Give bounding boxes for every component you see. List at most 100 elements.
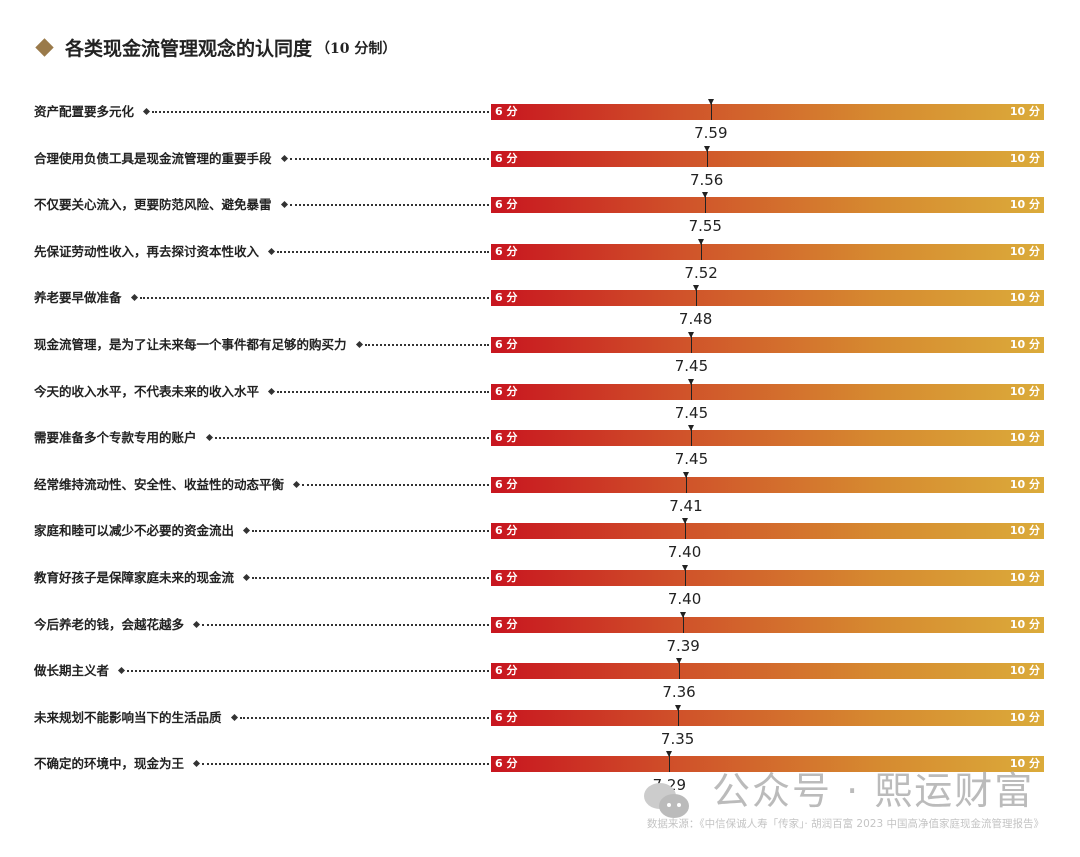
min-label: 6 分 bbox=[495, 571, 518, 584]
min-label: 6 分 bbox=[495, 710, 518, 724]
value-marker bbox=[666, 751, 673, 773]
bar-row: 经常维持流动性、安全性、收益性的动态平衡 6 分 10 分 7.41 bbox=[0, 471, 1080, 517]
leader-diamond-icon bbox=[292, 480, 301, 488]
value-marker bbox=[676, 658, 683, 680]
leader-diamond-icon bbox=[242, 527, 251, 535]
max-label: 10 分 bbox=[1009, 384, 1040, 398]
category-label: 未来规划不能影响当下的生活品质 bbox=[34, 709, 228, 726]
bar-row: 合理使用负债工具是现金流管理的重要手段 6 分 10 分 7.56 bbox=[0, 145, 1080, 191]
scale-bar: 6 分 10 分 bbox=[491, 476, 1044, 493]
scale-bar: 6 分 10 分 bbox=[491, 523, 1044, 540]
category-label: 做长期主义者 bbox=[34, 663, 116, 680]
leader-dots bbox=[239, 716, 489, 719]
value-label: 7.48 bbox=[678, 310, 713, 329]
value-label: 7.39 bbox=[666, 636, 700, 655]
bar-row: 现金流管理，是为了让未来每一个事件都有足够的购买力 6 分 10 分 7.45 bbox=[0, 332, 1080, 377]
max-label: 10 分 bbox=[1009, 524, 1040, 538]
bar-row: 家庭和睦可以减少不必要的资金流出 6 分 10 分 7.40 bbox=[0, 518, 1080, 563]
value-label: 7.45 bbox=[674, 357, 709, 375]
leader-diamond-icon bbox=[280, 154, 288, 162]
max-label: 10 分 bbox=[1009, 431, 1040, 445]
max-label: 10 分 bbox=[1009, 338, 1040, 351]
min-label: 6 分 bbox=[495, 384, 518, 398]
category-label: 先保证劳动性收入，再去探讨资本性收入 bbox=[34, 243, 266, 260]
category-label: 合理使用负债工具是现金流管理的重要手段 bbox=[34, 150, 278, 167]
scale-bar: 6 分 10 分 bbox=[491, 570, 1044, 586]
leader-dots bbox=[302, 483, 489, 486]
max-label: 10 分 bbox=[1009, 477, 1040, 491]
bar-row: 不确定的环境中，现金为王 6 分 10 分 7.29 bbox=[0, 751, 1080, 796]
leader-dots bbox=[152, 111, 489, 113]
min-label: 6 分 bbox=[495, 664, 518, 678]
value-label: 7.45 bbox=[674, 403, 709, 422]
max-label: 10 分 bbox=[1009, 571, 1040, 584]
value-marker bbox=[698, 238, 705, 260]
value-label: 7.40 bbox=[667, 590, 702, 608]
scale-bar: 6 分 10 分 bbox=[491, 150, 1044, 167]
min-label: 6 分 bbox=[495, 291, 518, 305]
category-label: 养老要早做准备 bbox=[34, 290, 128, 307]
min-label: 6 分 bbox=[495, 477, 518, 491]
value-label: 7.59 bbox=[694, 124, 728, 142]
leader-diamond-icon bbox=[355, 340, 363, 349]
leader-diamond-icon bbox=[142, 107, 151, 116]
scale-bar: 6 分 10 分 bbox=[491, 337, 1044, 353]
value-label: 7.45 bbox=[674, 450, 709, 469]
value-label: 7.36 bbox=[662, 683, 696, 702]
category-label: 需要准备多个专款专用的账户 bbox=[34, 430, 203, 447]
category-label: 今天的收入水平，不代表未来的收入水平 bbox=[34, 383, 266, 400]
bar-row: 资产配置要多元化 6 分 10 分 7.59 bbox=[0, 99, 1080, 144]
bar-row: 养老要早做准备 6 分 10 分 7.48 bbox=[0, 285, 1080, 330]
max-label: 10 分 bbox=[1009, 105, 1040, 118]
min-label: 6 分 bbox=[495, 151, 518, 165]
min-label: 6 分 bbox=[495, 105, 518, 118]
value-marker bbox=[681, 565, 688, 586]
scale-bar: 6 分 10 分 bbox=[491, 430, 1044, 447]
max-label: 10 分 bbox=[1009, 757, 1040, 771]
max-label: 10 分 bbox=[1009, 291, 1040, 305]
bar-row: 未来规划不能影响当下的生活品质 6 分 10 分 7.35 bbox=[0, 704, 1080, 750]
value-marker bbox=[688, 378, 695, 400]
value-marker bbox=[688, 425, 695, 447]
chart-title: 各类现金流管理观念的认同度 （10 分制） bbox=[34, 34, 396, 61]
wechat-icon bbox=[644, 783, 689, 818]
bar-row: 先保证劳动性收入，再去探讨资本性收入 6 分 10 分 7.52 bbox=[0, 238, 1080, 284]
leader-diamond-icon bbox=[117, 667, 126, 675]
scale-bar: 6 分 10 分 bbox=[491, 290, 1044, 307]
leader-diamond-icon bbox=[230, 713, 238, 721]
scale-bar: 6 分 10 分 bbox=[491, 663, 1044, 680]
watermark: 公众号 · 熙运财富 bbox=[712, 769, 1035, 813]
leader-diamond-icon bbox=[280, 201, 288, 209]
scale-bar: 6 分 10 分 bbox=[491, 383, 1044, 400]
value-label: 7.41 bbox=[669, 496, 703, 515]
title-text: 各类现金流管理观念的认同度 bbox=[65, 38, 313, 60]
value-marker bbox=[682, 471, 689, 493]
category-label: 不确定的环境中，现金为王 bbox=[34, 756, 191, 773]
leader-diamond-icon bbox=[192, 760, 201, 768]
value-label: 7.55 bbox=[688, 217, 722, 236]
scale-bar: 6 分 10 分 bbox=[491, 243, 1044, 260]
scale-bar: 6 分 10 分 bbox=[491, 616, 1044, 633]
diamond-icon bbox=[35, 38, 54, 57]
leader-dots bbox=[139, 297, 489, 300]
leader-dots bbox=[202, 623, 489, 626]
value-marker bbox=[702, 192, 709, 214]
min-label: 6 分 bbox=[495, 198, 518, 212]
leader-diamond-icon bbox=[267, 247, 276, 255]
bar-row: 需要准备多个专款专用的账户 6 分 10 分 7.45 bbox=[0, 425, 1080, 470]
leader-dots bbox=[127, 670, 489, 673]
value-marker bbox=[674, 704, 681, 726]
min-label: 6 分 bbox=[495, 757, 518, 771]
value-label: 7.40 bbox=[667, 543, 702, 562]
category-label: 家庭和睦可以减少不必要的资金流出 bbox=[34, 523, 241, 540]
value-marker bbox=[707, 99, 714, 120]
min-label: 6 分 bbox=[495, 524, 518, 538]
leader-dots bbox=[214, 437, 489, 440]
leader-diamond-icon bbox=[130, 294, 138, 302]
bar-row: 做长期主义者 6 分 10 分 7.36 bbox=[0, 658, 1080, 703]
leader-dots bbox=[277, 250, 489, 253]
leader-dots bbox=[277, 390, 489, 393]
category-label: 今后养老的钱，会越花越多 bbox=[34, 616, 191, 633]
category-label: 不仅要关心流入，更要防范风险、避免暴雷 bbox=[34, 197, 278, 214]
min-label: 6 分 bbox=[495, 244, 518, 258]
